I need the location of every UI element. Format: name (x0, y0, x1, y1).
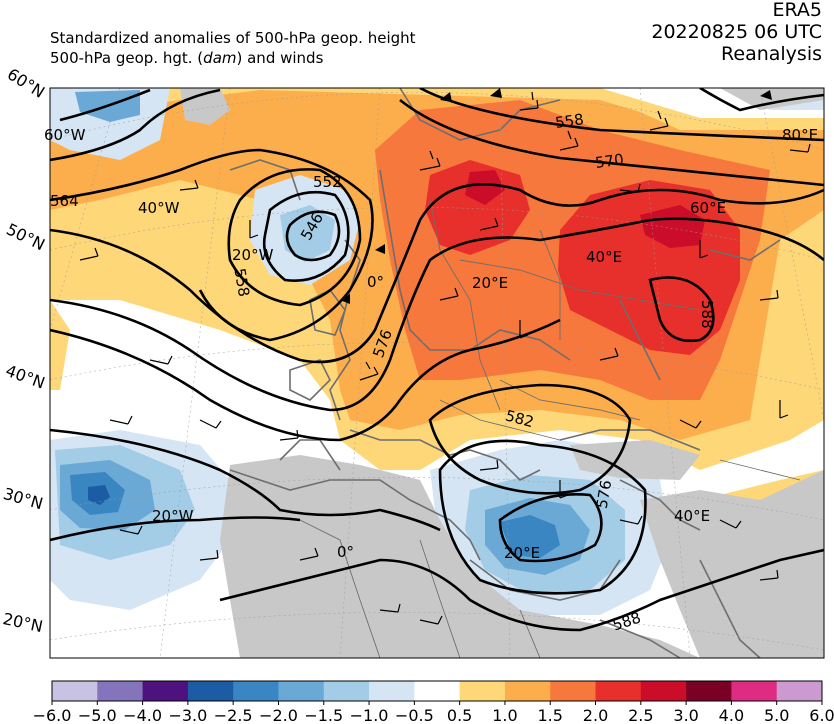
anomaly-field-negative-mediterranean-4 (500, 515, 560, 558)
colorbar-swatch (776, 681, 823, 701)
subtitle-line-1: Standardized anomalies of 500-hPa geop. … (50, 29, 416, 47)
colorbar-swatch (323, 681, 370, 701)
colorbar-tick-label: −0.5 (395, 706, 434, 724)
colorbar-swatch (52, 681, 98, 701)
graticule (50, 88, 824, 658)
colorbar-tick-label: −5.0 (78, 706, 117, 724)
map-info: ERA5 20220825 06 UTC Reanalysis (651, 0, 822, 65)
map-frame (49, 87, 825, 659)
contour-label: 588 (698, 300, 716, 329)
colorbar-tick-label: −1.0 (350, 706, 389, 724)
colorbar-tick-label: −3.0 (168, 706, 207, 724)
height-contours (50, 88, 824, 632)
colorbar-tick-label: 0.5 (447, 706, 472, 724)
anomaly-field-positive-2.5 (465, 170, 505, 205)
lon-label: 20°W (232, 246, 274, 264)
colorbar-swatch (278, 681, 325, 701)
contour-label-group: 558 570 552 546 558 564 576 582 576 588 … (50, 110, 716, 634)
colorbar-tick-label: 1.5 (538, 706, 563, 724)
colorbar-tick-label: 6.0 (809, 706, 834, 724)
anomaly-field-negative-icelandlow-2 (280, 205, 335, 262)
longitude-label-group: 60°W 40°W 20°W 0° 20°E 40°E 60°E 80°E 20… (44, 126, 818, 562)
colorbar-tick-label: −2.5 (214, 706, 253, 724)
lon-label: 20°W (152, 507, 194, 525)
lat-label: 20°N (1, 609, 44, 636)
product-type: Reanalysis (721, 43, 822, 65)
contour-label: 576 (593, 479, 616, 510)
wind-barb-pennants (340, 88, 772, 304)
lon-label: 20°E (472, 274, 508, 292)
map-subtitle: Standardized anomalies of 500-hPa geop. … (50, 28, 416, 68)
map-panel (50, 88, 824, 658)
lon-label: 80°E (782, 126, 818, 144)
colorbar-frame (51, 680, 823, 702)
subtitle-line-2: 500-hPa geop. hgt. (dam) and winds (50, 48, 416, 68)
colorbar-tick-label: −4.0 (123, 706, 162, 724)
subtitle-suffix: ) and winds (236, 49, 324, 67)
lon-label: 60°E (690, 199, 726, 217)
anomaly-field-positive-2.5-east (640, 205, 705, 248)
colorbar-swatch (504, 681, 551, 701)
lon-label: 0° (367, 273, 384, 291)
wind-barbs (79, 91, 811, 625)
colorbar-swatch (142, 681, 189, 701)
colorbar-tick-label: −2.0 (259, 706, 298, 724)
colorbar-swatch (686, 681, 732, 701)
colorbar-swatch (459, 681, 506, 701)
colorbar-tick-label: 3.0 (673, 706, 698, 724)
lat-label: 60°N (4, 64, 48, 101)
land-northeast (720, 88, 824, 110)
subtitle-prefix: 500-hPa geop. hgt. ( (50, 49, 204, 67)
contour-label: 570 (594, 150, 625, 172)
country-borders (299, 199, 801, 658)
colorbar-tick-label: 1.0 (492, 706, 517, 724)
colorbar-swatch (369, 681, 415, 701)
colorbar-tick-label: 4.0 (719, 706, 744, 724)
colorbar-swatch (97, 681, 144, 701)
latitude-label-group: 60°N 50°N 40°N 30°N 20°N (1, 64, 48, 636)
lon-label: 0° (337, 543, 354, 561)
colorbar-swatch (414, 681, 461, 701)
colorbar-swatch (550, 681, 597, 701)
lat-label: 30°N (1, 484, 45, 513)
colorbar-swatch (233, 681, 279, 701)
coastlines (229, 88, 781, 658)
contour-label: 552 (313, 173, 342, 191)
contour-label: 558 (554, 110, 585, 132)
colorbar-tick-label: 2.0 (583, 706, 608, 724)
data-source: ERA5 (772, 0, 822, 21)
colorbar-tick-label: 2.5 (628, 706, 653, 724)
anomaly-field-positive-0.5-west (50, 300, 70, 390)
colorbar-swatch (187, 681, 234, 701)
contour-label: 564 (50, 192, 79, 210)
lon-label: 40°E (586, 248, 622, 266)
colorbar-swatch (640, 681, 687, 701)
colorbar-tick-label: −1.5 (304, 706, 343, 724)
contour-label: 558 (230, 267, 253, 298)
subtitle-unit: dam (203, 49, 237, 67)
colorbar-tick-label: 5.0 (764, 706, 789, 724)
colorbar-tick-label: −6.0 (33, 706, 72, 724)
colorbar-swatch (595, 681, 642, 701)
lon-label: 60°W (44, 126, 86, 144)
lon-label: 40°E (674, 507, 710, 525)
lon-label: 40°W (138, 199, 180, 217)
lon-label: 20°E (504, 544, 540, 562)
valid-datetime: 20220825 06 UTC (651, 21, 822, 43)
land-turkey (570, 440, 700, 480)
anomaly-field-positive-2.0 (425, 160, 530, 255)
colorbar-swatch (731, 681, 778, 701)
anomaly-field-negative-atlantic-5 (88, 485, 110, 505)
lat-label: 40°N (3, 361, 47, 393)
lat-label: 50°N (3, 220, 48, 255)
colorbar: −6.0 −5.0 −4.0 −3.0 −2.5 −2.0 −1.5 −1.0 −0.5 0.5 1… (33, 680, 834, 724)
